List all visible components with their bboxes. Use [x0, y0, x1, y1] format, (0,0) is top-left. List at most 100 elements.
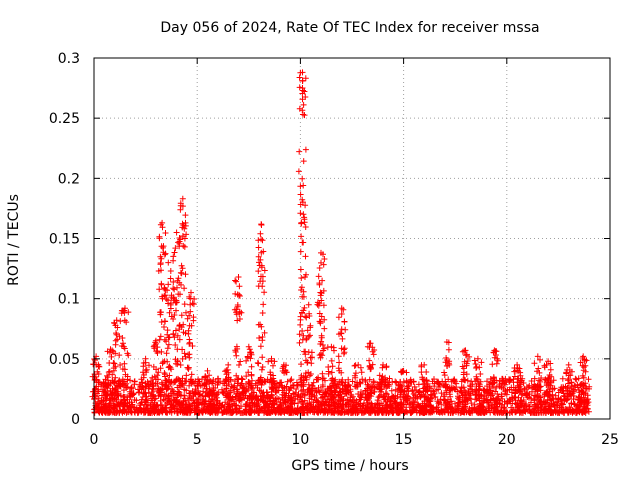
data-point — [318, 387, 325, 394]
data-point — [163, 296, 170, 303]
data-point — [516, 383, 523, 390]
data-point — [397, 386, 404, 393]
data-point — [270, 397, 277, 404]
data-point — [281, 385, 288, 392]
y-tick-label: 0.2 — [58, 171, 80, 187]
data-point — [302, 146, 309, 153]
data-point — [300, 101, 307, 108]
data-point — [383, 363, 390, 370]
data-point — [366, 362, 373, 369]
data-point — [96, 363, 103, 370]
data-point — [91, 371, 98, 378]
data-point — [170, 285, 177, 292]
data-point — [235, 395, 242, 402]
data-point — [556, 410, 563, 416]
data-point — [565, 376, 572, 382]
data-point — [517, 369, 524, 376]
data-point — [528, 378, 535, 384]
data-point — [181, 301, 188, 308]
peak-point — [367, 340, 374, 347]
data-point — [258, 236, 265, 243]
data-point — [231, 400, 237, 407]
data-point — [386, 375, 393, 382]
data-point — [316, 265, 323, 271]
data-point — [190, 317, 197, 324]
data-point — [403, 388, 410, 395]
data-point — [297, 201, 304, 208]
data-point — [410, 406, 417, 413]
data-point — [172, 356, 179, 363]
data-point — [243, 385, 250, 392]
data-point — [164, 395, 171, 402]
data-point — [441, 397, 448, 404]
data-point — [376, 404, 383, 411]
data-point — [371, 408, 378, 415]
data-point — [120, 387, 127, 394]
data-point — [364, 401, 371, 408]
data-point — [461, 394, 468, 401]
data-point — [297, 248, 304, 255]
data-point — [184, 364, 191, 371]
x-tick-label: 15 — [395, 432, 413, 448]
data-point — [114, 336, 121, 343]
data-point — [366, 376, 373, 383]
grid-lines — [94, 58, 610, 419]
data-point — [268, 391, 275, 398]
data-point — [171, 312, 178, 318]
data-point — [476, 395, 483, 402]
data-point — [172, 378, 179, 385]
data-point — [112, 341, 119, 348]
data-point — [118, 343, 125, 349]
data-point — [326, 403, 333, 410]
data-point — [115, 380, 122, 387]
data-point — [331, 401, 338, 408]
data-point — [279, 394, 286, 401]
data-point — [296, 148, 303, 155]
data-point — [178, 312, 185, 319]
peak-point — [142, 355, 149, 362]
data-point — [257, 343, 264, 350]
data-point — [177, 402, 184, 409]
peak-point — [235, 274, 242, 280]
data-point — [123, 319, 130, 326]
data-point — [173, 307, 179, 314]
data-point — [252, 394, 259, 401]
data-point — [301, 88, 308, 95]
data-point — [335, 402, 342, 408]
data-point — [331, 388, 338, 394]
axis-ticks: 0 5 10 15 20 25 0 0.05 0.1 0.15 0.2 0.25 0.3 — [49, 51, 619, 448]
peak-point — [328, 343, 335, 350]
peak-point — [545, 358, 552, 365]
data-point — [564, 396, 571, 403]
data-point — [189, 343, 196, 349]
data-point — [325, 370, 332, 377]
x-tick-label: 20 — [498, 432, 516, 448]
data-point — [228, 383, 235, 390]
data-point — [162, 230, 169, 236]
data-point — [510, 379, 517, 386]
data-point — [114, 390, 121, 397]
data-point — [366, 357, 373, 364]
data-point — [319, 370, 326, 377]
data-point — [533, 400, 540, 407]
data-point — [298, 361, 305, 368]
data-point — [476, 364, 483, 371]
data-point — [577, 359, 584, 366]
data-point — [255, 268, 262, 275]
data-point — [236, 316, 243, 322]
data-point — [566, 404, 573, 411]
data-point — [298, 275, 305, 281]
data-point — [214, 375, 221, 382]
data-point — [478, 409, 485, 416]
data-point — [302, 253, 309, 260]
data-point — [506, 396, 513, 403]
data-point — [162, 286, 169, 293]
data-point — [321, 316, 328, 323]
data-point — [177, 362, 184, 368]
data-point — [235, 390, 242, 397]
data-point — [547, 382, 554, 389]
data-point — [175, 388, 182, 395]
data-point — [160, 396, 167, 403]
data-point — [109, 371, 116, 378]
data-point — [170, 402, 177, 408]
